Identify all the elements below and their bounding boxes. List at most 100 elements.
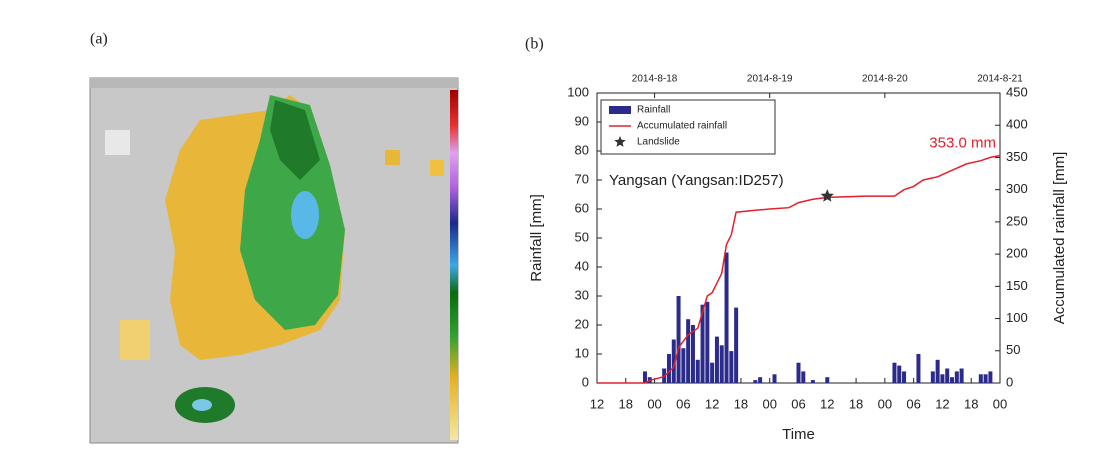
x-tick-label: 12 [590, 396, 604, 411]
y2-tick-label: 300 [1006, 181, 1028, 196]
x-tick-label: 12 [705, 396, 719, 411]
y-tick-label: 10 [575, 345, 589, 360]
annotation: 353.0 mm [929, 134, 996, 151]
x2-tick-label: 2014-8-18 [632, 74, 678, 85]
bar [719, 345, 724, 383]
rain-area-jeju-core [192, 399, 212, 411]
x-tick-label: 06 [676, 396, 690, 411]
bar [810, 380, 815, 383]
x-tick-label: 00 [647, 396, 661, 411]
bar [902, 371, 907, 383]
bar [705, 301, 710, 383]
rain-area-dark-green [270, 100, 320, 180]
marker [820, 189, 834, 202]
panel-label: (b) [525, 36, 544, 53]
bar [772, 374, 777, 383]
x-tick-label: 18 [619, 396, 633, 411]
y2-tick-label: 50 [1006, 342, 1020, 357]
x-axis-label: Time [782, 426, 815, 443]
bar [676, 296, 681, 383]
bar [666, 354, 671, 383]
y2-tick-label: 0 [1006, 374, 1013, 389]
bar [825, 377, 830, 383]
y-tick-label: 50 [575, 229, 589, 244]
bar [950, 377, 955, 383]
y2-tick-label: 450 [1006, 84, 1028, 99]
bar [714, 336, 719, 383]
y-tick-label: 0 [582, 374, 589, 389]
y-axis-label: Rainfall [mm] [528, 194, 545, 282]
radar-map [89, 77, 459, 444]
y-tick-label: 40 [575, 258, 589, 273]
bar [729, 351, 734, 383]
y-tick-label: 80 [575, 142, 589, 157]
bar [954, 371, 959, 383]
x2-tick-label: 2014-8-19 [747, 74, 793, 85]
bar [945, 368, 950, 383]
bar [935, 359, 940, 383]
x-tick-label: 06 [791, 396, 805, 411]
bar [892, 362, 897, 383]
y2-tick-label: 200 [1006, 246, 1028, 261]
x-tick-label: 18 [964, 396, 978, 411]
line [597, 154, 1001, 384]
rain-cell [430, 160, 444, 176]
y-tick-label: 100 [567, 84, 589, 99]
y2-tick-label: 150 [1006, 278, 1028, 293]
bar [930, 371, 935, 383]
bar [940, 374, 945, 383]
bar [686, 319, 691, 383]
bar [978, 374, 983, 383]
bar [734, 307, 739, 383]
x-tick-label: 18 [734, 396, 748, 411]
y2-tick-label: 350 [1006, 149, 1028, 164]
bar [681, 348, 686, 383]
x-tick-label: 18 [849, 396, 863, 411]
bar [690, 325, 695, 383]
legend-swatch [609, 106, 631, 114]
legend-swatch [614, 136, 626, 147]
rain-cell [385, 150, 400, 165]
x-tick-label: 00 [762, 396, 776, 411]
bar [758, 377, 763, 383]
map-header [90, 78, 458, 88]
bar [988, 371, 993, 383]
x-tick-label: 00 [878, 396, 892, 411]
bar [671, 339, 676, 383]
legend-label: Rainfall [637, 105, 670, 116]
rain-cell [105, 130, 130, 155]
bar [796, 362, 801, 383]
chart-subtitle: Yangsan (Yangsan:ID257) [609, 172, 784, 189]
bar [700, 304, 705, 383]
y-tick-label: 20 [575, 316, 589, 331]
x-tick-label: 06 [906, 396, 920, 411]
y2-tick-label: 100 [1006, 310, 1028, 325]
legend-label: Accumulated rainfall [637, 121, 727, 132]
rain-cell [120, 320, 150, 360]
bar [753, 380, 758, 383]
bar [642, 371, 647, 383]
y2-axis-label: Accumulated rainfall [mm] [1051, 152, 1068, 325]
x2-tick-label: 2014-8-20 [862, 74, 908, 85]
y-tick-label: 70 [575, 171, 589, 186]
bar [916, 354, 921, 383]
y2-tick-label: 400 [1006, 117, 1028, 132]
bar [710, 362, 715, 383]
bar [801, 371, 806, 383]
x-tick-label: 12 [820, 396, 834, 411]
bar [959, 368, 964, 383]
x-tick-label: 12 [935, 396, 949, 411]
y-tick-label: 30 [575, 287, 589, 302]
y-tick-label: 60 [575, 200, 589, 215]
bar [983, 374, 988, 383]
bar [695, 359, 700, 383]
y-tick-label: 90 [575, 113, 589, 128]
legend-label: Landslide [637, 137, 680, 148]
bar [724, 252, 729, 383]
x2-tick-label: 2014-8-21 [977, 74, 1023, 85]
y2-tick-label: 250 [1006, 213, 1028, 228]
rain-area-blue [291, 191, 319, 239]
x-tick-label: 00 [993, 396, 1007, 411]
bar [897, 365, 902, 383]
